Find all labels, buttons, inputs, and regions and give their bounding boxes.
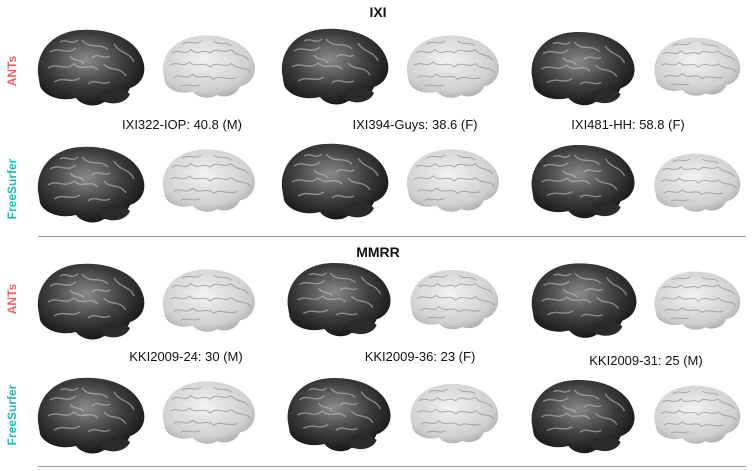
cortical-surface-icon [648,378,746,454]
cortical-surface-icon [648,264,746,340]
brain-render-icon [524,372,640,460]
subject-caption: KKI2009-24: 30 (M) [129,349,243,364]
row-label-freesurfer: FreeSurfer [5,384,19,446]
subject-caption: IXI394-Guys: 38.6 (F) [352,117,478,132]
subject-caption: KKI2009-36: 23 (F) [364,349,476,364]
section-title-mmrr: MMRR [356,244,400,260]
section-divider [38,236,746,237]
cortical-surface-icon [404,262,504,340]
brain-render-icon [30,22,150,112]
cortical-surface-icon [400,28,505,108]
cortical-surface-icon [648,30,746,106]
cortical-surface-icon [156,28,261,108]
cortical-surface-icon [400,142,505,222]
section-title-ixi: IXI [369,4,387,20]
brain-render-icon [524,254,642,346]
brain-render-icon [274,134,394,228]
brain-render-icon [524,24,640,112]
brain-render-icon [30,370,150,460]
brain-render-icon [280,368,396,460]
brain-render-icon [524,136,640,226]
cortical-surface-icon [156,142,261,222]
row-label-ants: ANTs [5,55,19,87]
brain-render-icon [30,256,150,346]
row-label-freesurfer: FreeSurfer [5,158,19,220]
brain-render-icon [280,254,396,344]
brain-render-icon [274,20,394,112]
subject-caption: IXI481-HH: 58.8 (F) [571,117,685,132]
brain-render-icon [30,138,150,230]
cortical-surface-icon [156,374,261,454]
cortical-surface-icon [648,146,746,222]
cortical-surface-icon [404,376,504,454]
subject-caption: KKI2009-31: 25 (M) [589,353,703,368]
cortical-surface-icon [156,262,261,342]
subject-caption: IXI322-IOP: 40.8 (M) [122,117,242,132]
section-divider [38,466,746,467]
row-label-ants: ANTs [5,283,19,315]
